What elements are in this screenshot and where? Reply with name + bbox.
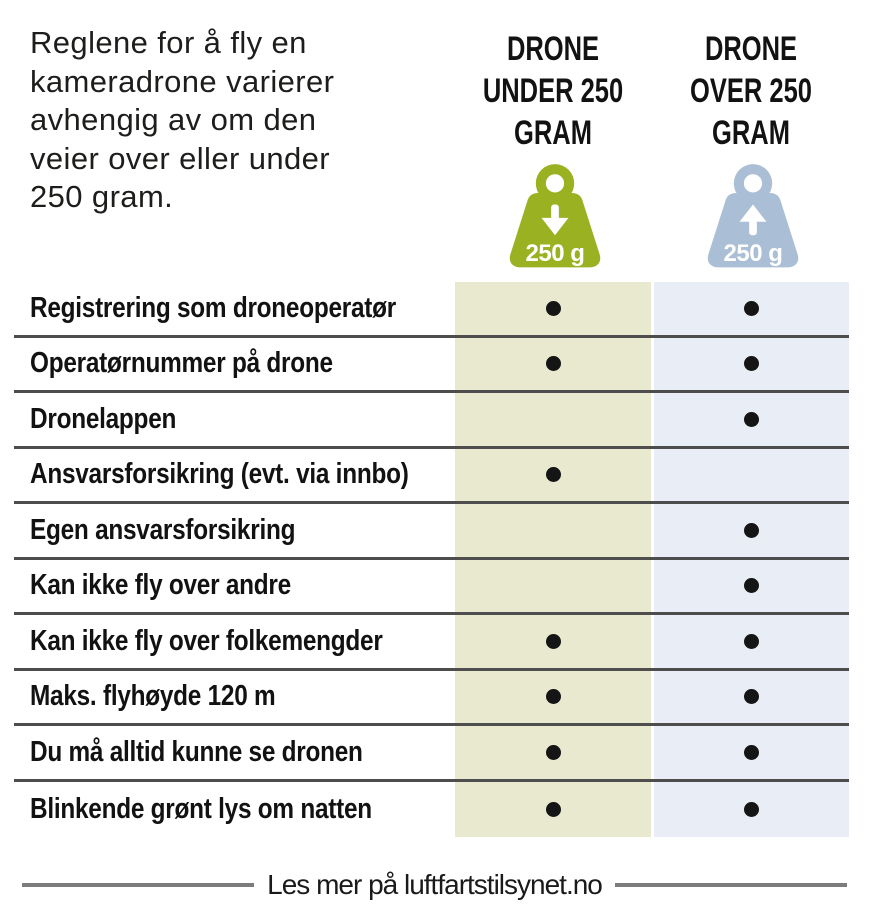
row-label: Kan ikke fly over andre	[30, 569, 291, 602]
column-header-line: DRONE	[704, 30, 798, 68]
cell-over-250	[654, 744, 849, 760]
table-row: Registrering som droneoperatør	[14, 282, 849, 338]
row-label: Dronelappen	[30, 402, 177, 435]
footer-rule-left	[22, 883, 255, 887]
column-header-under-250: DRONE UNDER 250 GRAM	[453, 28, 653, 154]
footer: Les mer på luftfartstilsynet.no	[22, 869, 848, 901]
cell-under-250	[455, 744, 651, 760]
bullet-dot	[545, 356, 561, 372]
intro-line: kameradrone varierer	[30, 63, 335, 99]
column-band-under-250	[455, 282, 651, 837]
bullet-dot	[744, 578, 759, 594]
arrow-up-icon	[739, 204, 767, 236]
table-row: Egen ansvarsforsikring	[14, 504, 849, 560]
bullet-dot	[744, 633, 759, 649]
row-label: Operatørnummer på drone	[30, 347, 333, 380]
table-row: Blinkende grønt lys om natten	[14, 782, 849, 838]
intro-text: Reglene for å fly en kameradrone variere…	[30, 24, 334, 217]
table-row: Operatørnummer på drone	[14, 338, 849, 393]
table-row: Du må alltid kunne se dronen	[14, 726, 849, 782]
cell-over-250	[654, 689, 849, 705]
column-header-line: OVER 250	[690, 72, 812, 110]
footer-rule-right	[614, 883, 848, 887]
table-row: Maks. flyhøyde 120 m	[14, 671, 849, 726]
bullet-dot	[744, 744, 759, 760]
arrow-down-icon	[541, 204, 569, 236]
bullet-dot	[744, 356, 759, 372]
cell-under-250	[455, 412, 651, 427]
intro-line: avhengig av om den	[30, 102, 317, 137]
weight-label: 250 g	[526, 240, 585, 267]
weight-icon-under-250: 250 g	[509, 164, 601, 268]
cell-over-250	[654, 578, 849, 594]
cell-over-250	[654, 467, 849, 482]
footer-text: Les mer på luftfartstilsynet.no	[267, 869, 603, 900]
bullet-dot	[744, 689, 759, 705]
table-row: Kan ikke fly over folkemengder	[14, 615, 849, 671]
cell-under-250	[455, 523, 651, 538]
bullet-dot	[545, 467, 561, 483]
cell-under-250	[455, 467, 651, 483]
bullet-dot	[545, 689, 561, 705]
bullet-dot	[744, 801, 759, 817]
bullet-dot	[744, 300, 759, 316]
column-band-over-250	[654, 282, 849, 837]
bullet-dot	[744, 411, 759, 427]
cell-under-250	[455, 578, 651, 593]
row-label: Blinkende grønt lys om natten	[30, 792, 372, 825]
column-header-line: UNDER 250	[482, 72, 624, 110]
bullet-dot	[545, 300, 561, 316]
bullet-dot	[545, 633, 561, 649]
table-row: Dronelappen	[14, 393, 849, 449]
column-header-line: DRONE	[506, 30, 600, 68]
rules-table: Registrering som droneoperatør Operatørn…	[14, 282, 849, 837]
cell-over-250	[654, 411, 849, 427]
row-label: Ansvarsforsikring (evt. via innbo)	[30, 458, 409, 491]
table-row: Kan ikke fly over andre	[14, 560, 849, 615]
weight-label: 250 g	[724, 240, 783, 267]
cell-under-250	[455, 801, 651, 817]
cell-over-250	[654, 801, 849, 817]
column-header-line: GRAM	[712, 114, 790, 152]
weight-icon-over-250: 250 g	[707, 164, 799, 268]
cell-under-250	[455, 633, 651, 649]
cell-under-250	[455, 356, 651, 372]
intro-line: veier over eller under	[30, 140, 331, 176]
bullet-dot	[545, 801, 561, 817]
row-label: Du må alltid kunne se dronen	[30, 735, 363, 768]
cell-over-250	[654, 356, 849, 372]
row-label: Maks. flyhøyde 120 m	[30, 680, 276, 713]
intro-line: Reglene for å fly en	[30, 25, 307, 60]
bullet-dot	[545, 744, 561, 760]
column-header-line: GRAM	[514, 114, 592, 152]
row-label: Registrering som droneoperatør	[30, 291, 397, 324]
row-label: Kan ikke fly over folkemengder	[30, 624, 383, 657]
intro-line: 250 gram.	[30, 179, 174, 214]
table-row: Ansvarsforsikring (evt. via innbo)	[14, 449, 849, 504]
cell-over-250	[654, 633, 849, 649]
bullet-dot	[744, 522, 759, 538]
cell-over-250	[654, 522, 849, 538]
cell-over-250	[654, 300, 849, 316]
cell-under-250	[455, 300, 651, 316]
row-label: Egen ansvarsforsikring	[30, 513, 296, 546]
column-header-over-250: DRONE OVER 250 GRAM	[651, 28, 851, 154]
cell-under-250	[455, 689, 651, 705]
